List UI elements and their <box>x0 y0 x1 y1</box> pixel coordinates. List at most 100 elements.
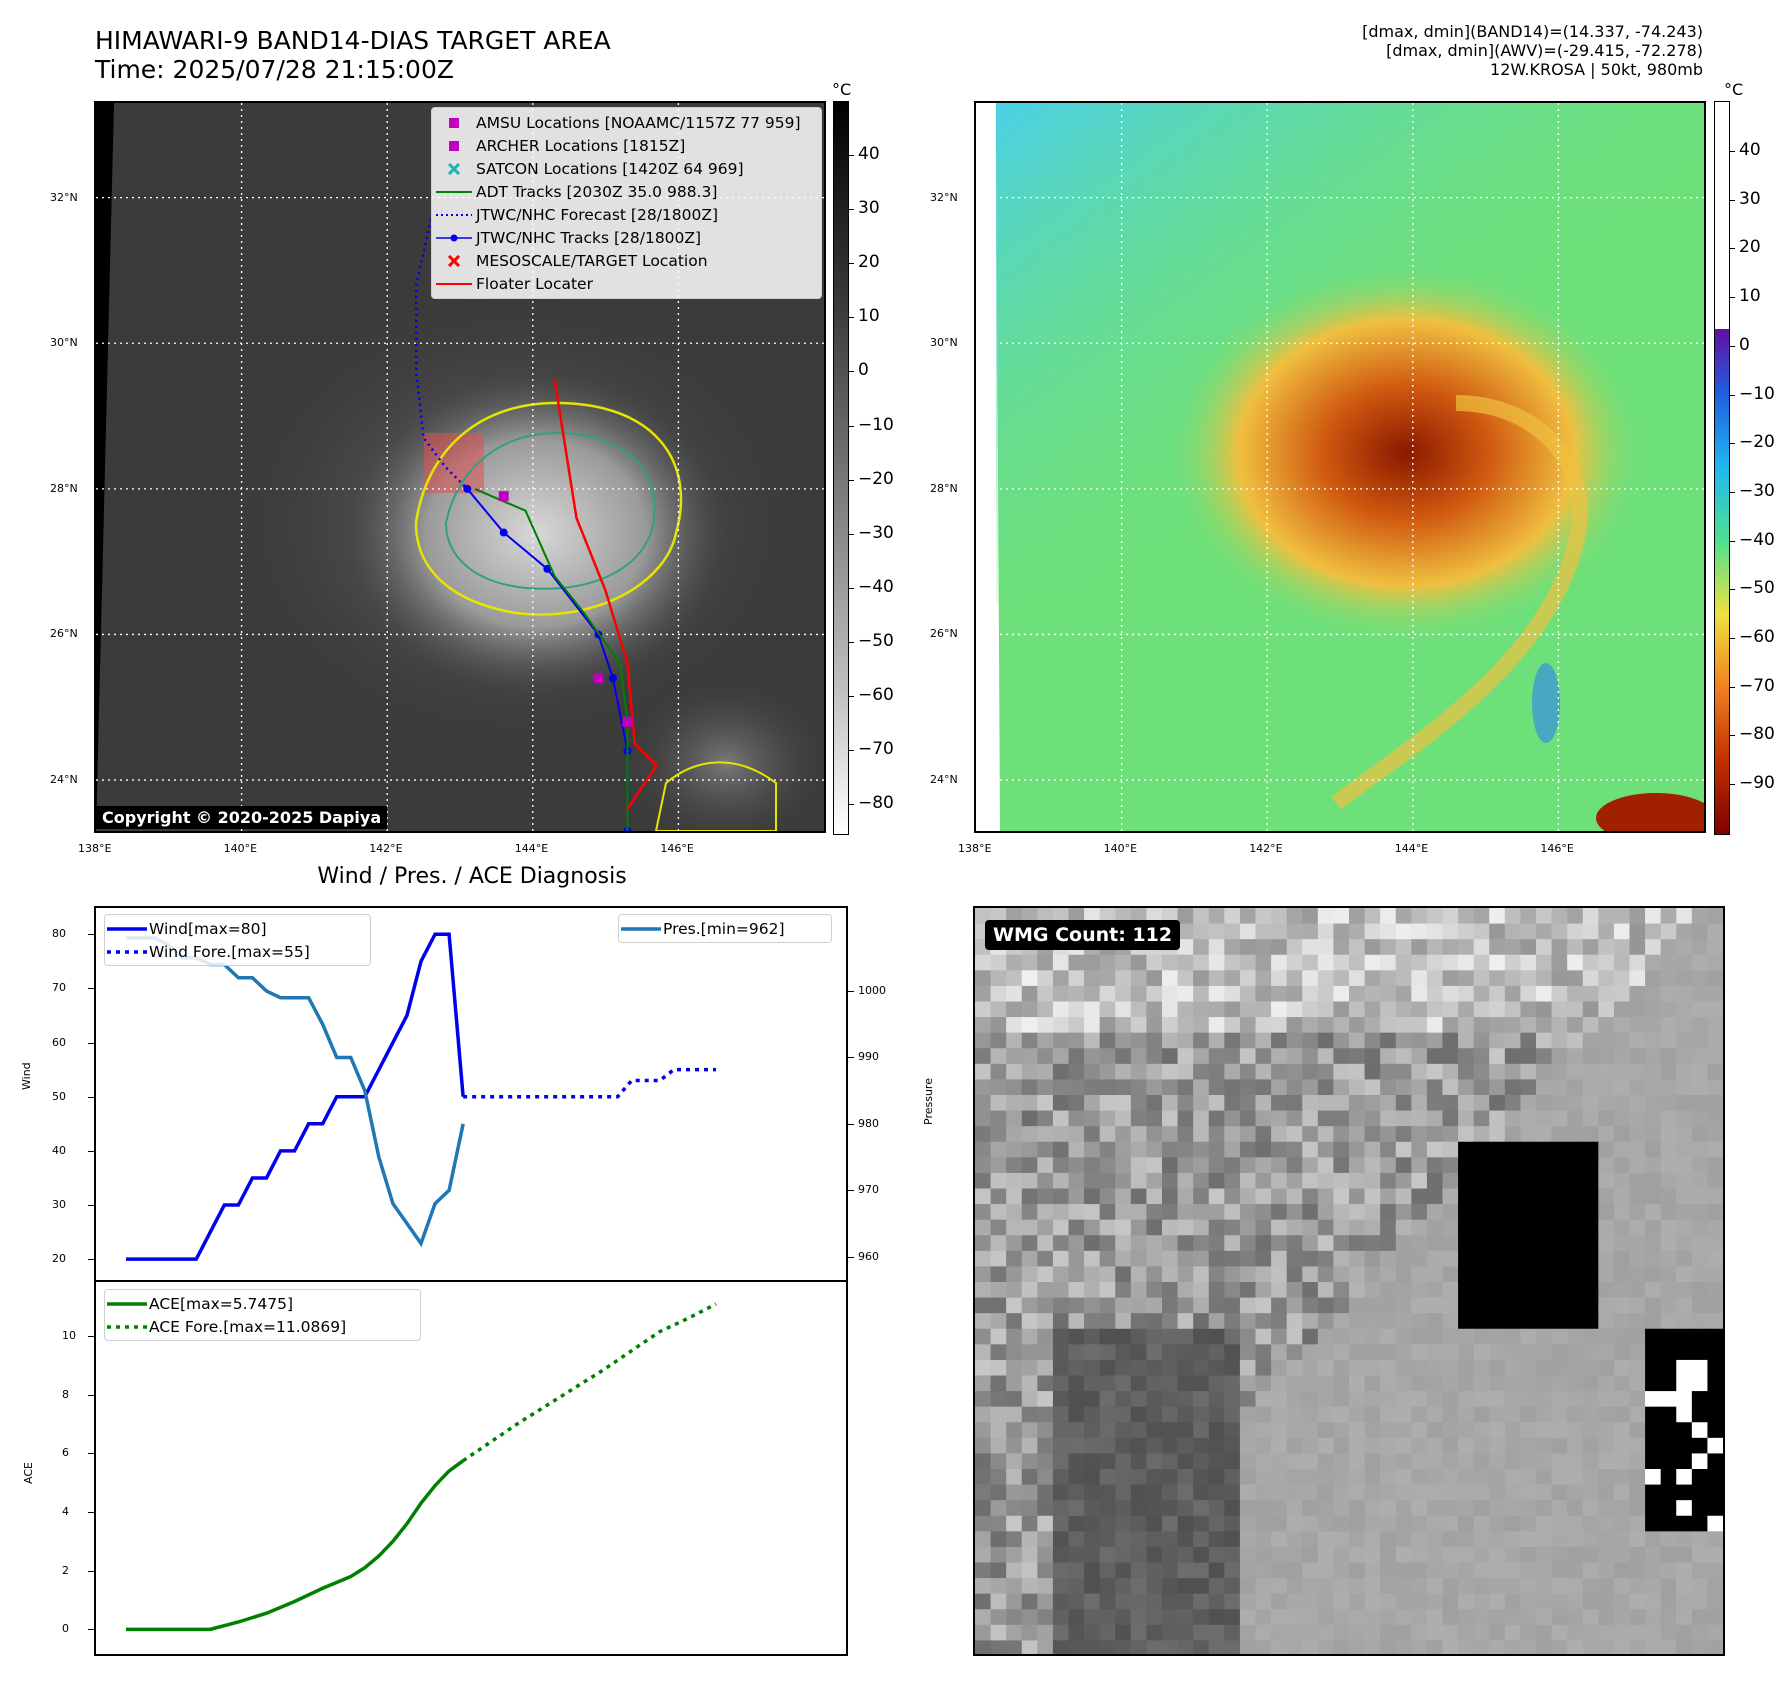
wmg-pixel <box>1349 1437 1366 1455</box>
wmg-pixel <box>1021 1391 1038 1408</box>
wmg-pixel <box>1099 1110 1116 1127</box>
wmg-pixel <box>1255 1001 1272 1018</box>
wmg-pixel <box>1021 1063 1038 1081</box>
wmg-pixel <box>1115 1546 1132 1564</box>
wmg-pixel <box>1442 1640 1459 1654</box>
wmg-pixel <box>1317 1266 1335 1283</box>
wmg-pixel <box>1598 1188 1615 1205</box>
wmg-pixel <box>1193 1235 1210 1252</box>
wmg-pixel <box>1473 1391 1490 1408</box>
wmg-pixel <box>1645 1437 1662 1455</box>
wmg-pixel <box>1473 1453 1490 1470</box>
wmg-pixel <box>1317 985 1335 1003</box>
wmg-pixel <box>1286 939 1303 956</box>
wmg-pixel <box>1271 939 1288 956</box>
wmg-pixel <box>1068 1515 1085 1532</box>
wmg-pixel <box>1146 1515 1163 1532</box>
lat-tick-label: 26°N <box>930 627 958 641</box>
wmg-pixel <box>1317 1328 1335 1345</box>
wmg-pixel <box>1317 1640 1335 1654</box>
wmg-pixel <box>1520 1609 1537 1626</box>
wmg-pixel <box>1333 1359 1350 1377</box>
wmg-pixel <box>1364 1375 1381 1392</box>
wmg-pixel <box>1691 1422 1709 1439</box>
wmg-pixel <box>1317 1469 1335 1486</box>
wmg-pixel <box>1162 1593 1179 1610</box>
wmg-pixel <box>1707 1328 1723 1345</box>
wmg-pixel <box>1551 1469 1568 1486</box>
wmg-pixel <box>1193 923 1210 940</box>
wmg-pixel <box>1707 1079 1723 1096</box>
wmg-pixel <box>1271 1328 1288 1345</box>
wmg-pixel <box>1146 1141 1163 1158</box>
wmg-pixel <box>1489 1422 1506 1439</box>
wmg-pixel <box>1380 1359 1397 1377</box>
map-legend-symbol <box>432 233 476 243</box>
wmg-pixel <box>1707 1235 1723 1252</box>
wmg-pixel <box>1037 1531 1054 1548</box>
wmg-pixel <box>1317 1562 1335 1579</box>
wmg-pixel <box>1021 1593 1038 1610</box>
wmg-pixel <box>975 1422 992 1439</box>
wmg-pixel <box>1645 1048 1662 1065</box>
wmg-pixel <box>1567 1282 1584 1299</box>
wmg-pixel <box>1426 1515 1444 1532</box>
wmg-pixel <box>1302 1297 1319 1314</box>
awv-map-grid <box>976 103 1704 831</box>
wmg-pixel <box>1271 1406 1288 1423</box>
wmg-pixel <box>1177 985 1194 1003</box>
wmg-pixel <box>1598 1375 1615 1392</box>
map-legend-label: Floater Locater <box>476 274 593 293</box>
map-legend-item: JTWC/NHC Forecast [28/1800Z] <box>432 203 821 226</box>
wmg-pixel <box>1271 1484 1288 1501</box>
wmg-pixel <box>1193 1500 1210 1517</box>
wmg-pixel <box>1707 908 1723 925</box>
wmg-pixel <box>1302 1204 1319 1221</box>
wmg-pixel <box>1068 1219 1085 1236</box>
wmg-pixel <box>1582 1469 1599 1486</box>
wmg-pixel <box>1598 1297 1615 1314</box>
wmg-pixel <box>1068 1017 1085 1034</box>
wmg-pixel <box>1271 1095 1288 1112</box>
wmg-pixel <box>1286 1453 1303 1470</box>
wmg-pixel <box>1395 1515 1412 1532</box>
map-legend-item: Floater Locater <box>432 272 821 295</box>
colorbar-tick-label: −20 <box>858 468 894 489</box>
wmg-pixel <box>1052 1079 1070 1096</box>
wmg-pixel <box>1364 1282 1381 1299</box>
wmg-pixel <box>1146 1079 1163 1096</box>
wmg-pixel <box>1084 1313 1101 1330</box>
wmg-pixel <box>1099 1375 1116 1392</box>
wmg-pixel <box>1115 1172 1132 1190</box>
wmg-pixel <box>1224 1250 1241 1268</box>
wmg-pixel <box>1130 1469 1148 1486</box>
wmg-pixel <box>1099 985 1116 1003</box>
wmg-pixel <box>1068 1422 1085 1439</box>
wmg-pixel <box>1255 1359 1272 1377</box>
wmg-pixel <box>1442 1609 1459 1626</box>
wmg-pixel <box>1660 1453 1677 1470</box>
wmg-pixel <box>1208 1235 1225 1252</box>
wmg-pixel <box>1349 1048 1366 1065</box>
wmg-pixel <box>1146 1250 1163 1268</box>
wmg-pixel <box>1146 1032 1163 1049</box>
wmg-pixel <box>1504 970 1522 987</box>
wmg-pixel <box>1068 1297 1085 1314</box>
wmg-pixel <box>1364 954 1381 971</box>
wmg-pixel <box>1660 1126 1677 1143</box>
wmg-pixel <box>1286 1157 1303 1174</box>
wmg-pixel <box>1006 1219 1023 1236</box>
wmg-pixel <box>1380 1157 1397 1174</box>
wmg-pixel <box>1660 1437 1677 1455</box>
wmg-pixel <box>1162 1079 1179 1096</box>
wmg-pixel <box>1006 1546 1023 1564</box>
wmg-pixel <box>1691 1359 1709 1377</box>
wmg-pixel <box>1551 1095 1568 1112</box>
wmg-pixel <box>1426 939 1444 956</box>
wmg-pixel <box>1411 1391 1428 1408</box>
wmg-pixel <box>1629 1562 1646 1579</box>
wmg-pixel <box>1520 908 1537 925</box>
wmg-pixel <box>1302 1126 1319 1143</box>
wmg-pixel <box>1551 1375 1568 1392</box>
wmg-pixel <box>1286 1640 1303 1654</box>
